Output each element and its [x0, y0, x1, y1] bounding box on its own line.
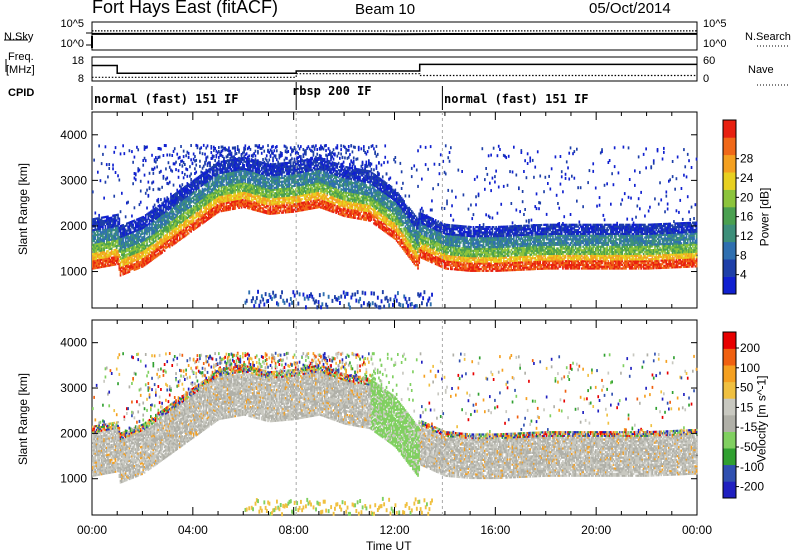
nave-series — [92, 74, 697, 78]
x-tick-label: 12:00 — [379, 523, 409, 537]
power-colorbar-label: Power [dB] — [757, 188, 771, 247]
power-y-tick-label: 1000 — [60, 265, 87, 279]
velocity-colorbar-tick-label: 200 — [740, 341, 760, 355]
velocity-y-tick-label: 3000 — [60, 381, 87, 395]
x-tick-label: 20:00 — [581, 523, 611, 537]
velocity-colorbar-cell — [723, 349, 736, 366]
power-colorbar-tick-label: 4 — [740, 268, 747, 282]
freq-left-tick-label: 8 — [78, 73, 84, 85]
power-colorbar-tick-label: 24 — [740, 171, 754, 185]
power-colorbar-cell — [723, 242, 736, 260]
power-colorbar — [723, 120, 736, 294]
velocity-colorbar-cell — [723, 465, 736, 482]
velocity-y-tick-label: 1000 — [60, 472, 87, 486]
nsky-label: N.Sky — [4, 31, 33, 43]
power-ylabel: Slant Range [km] — [16, 163, 30, 255]
chart-title: Fort Hays East (fitACF) — [92, 0, 278, 18]
power-colorbar-cell — [723, 277, 736, 295]
x-axis-title: Time UT — [366, 539, 412, 553]
date-label: 05/Oct/2014 — [589, 0, 671, 17]
velocity-colorbar-label: Velocity [m s^-1] — [755, 376, 769, 463]
freq-label: Freq. — [8, 51, 34, 63]
power-colorbar-cell — [723, 155, 736, 173]
power-y-tick-label: 3000 — [60, 173, 87, 187]
power-colorbar-cell — [723, 259, 736, 277]
power-colorbar-cell — [723, 120, 736, 138]
velocity-colorbar-cell — [723, 415, 736, 432]
noise-left-tick-label: 10^5 — [60, 18, 84, 30]
x-tick-label: 00:00 — [682, 523, 712, 537]
power-colorbar-tick-label: 16 — [740, 210, 754, 224]
power-colorbar-tick-label: 28 — [740, 152, 754, 166]
mhz-label: [MHz] — [6, 64, 35, 76]
nave-right-tick-label: 0 — [703, 73, 709, 85]
cpid-segment-2: rbsp 200 IF — [292, 84, 371, 98]
velocity-colorbar-cell — [723, 382, 736, 399]
x-tick-label: 00:00 — [77, 523, 107, 537]
velocity-y-tick-label: 4000 — [60, 336, 87, 350]
cpid-label: CPID — [8, 87, 34, 99]
power-colorbar-tick-label: 20 — [740, 190, 754, 204]
velocity-colorbar-tick-label: 100 — [740, 361, 760, 375]
x-tick-label: 08:00 — [279, 523, 309, 537]
cpid-segment-1: normal (fast) 151 IF — [94, 92, 239, 106]
velocity-colorbar-tick-label: 15 — [740, 400, 754, 414]
power-colorbar-tick-label: 8 — [740, 248, 747, 262]
velocity-colorbar-cell — [723, 365, 736, 382]
nsearch-label: N.Search — [745, 31, 791, 43]
noise-right-tick-label: 10^0 — [703, 38, 727, 50]
velocity-colorbar-cell — [723, 481, 736, 498]
velocity-colorbar-tick-label: -200 — [740, 480, 764, 494]
power-colorbar-cell — [723, 137, 736, 155]
velocity-colorbar-cell — [723, 332, 736, 349]
power-colorbar-cell — [723, 172, 736, 190]
x-tick-label: 16:00 — [480, 523, 510, 537]
power-colorbar-cell — [723, 224, 736, 242]
velocity-colorbar-cell — [723, 398, 736, 415]
velocity-y-tick-label: 2000 — [60, 426, 87, 440]
velocity-heatmap-cells — [92, 352, 697, 516]
power-y-tick-label: 2000 — [60, 219, 87, 233]
velocity-colorbar-cell — [723, 432, 736, 449]
power-colorbar-cell — [723, 190, 736, 208]
velocity-colorbar — [723, 332, 736, 498]
noise-left-tick-label: 10^0 — [60, 38, 84, 50]
freq-series — [92, 64, 697, 73]
beam-label: Beam 10 — [355, 1, 415, 18]
x-tick-label: 04:00 — [178, 523, 208, 537]
freq-left-tick-label: 18 — [72, 55, 84, 67]
power-colorbar-cell — [723, 207, 736, 225]
power-colorbar-tick-label: 12 — [740, 229, 754, 243]
freq-panel-frame — [92, 57, 697, 81]
velocity-colorbar-tick-label: 50 — [740, 381, 754, 395]
nave-right-tick-label: 60 — [703, 55, 715, 67]
velocity-ylabel: Slant Range [km] — [16, 373, 30, 465]
cpid-segment-3: normal (fast) 151 IF — [444, 92, 589, 106]
noise-right-tick-label: 10^5 — [703, 18, 727, 30]
nave-label: Nave — [748, 64, 774, 76]
power-y-tick-label: 4000 — [60, 128, 87, 142]
velocity-colorbar-cell — [723, 448, 736, 465]
power-heatmap-cells — [92, 144, 697, 310]
noise-panel-frame — [92, 22, 697, 50]
